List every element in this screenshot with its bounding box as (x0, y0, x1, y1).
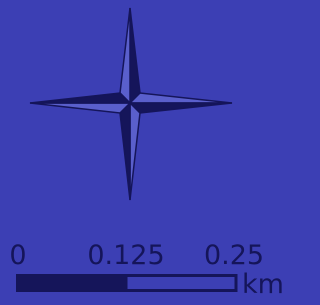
map-element: 0 0.125 0.25 km (0, 0, 289, 305)
page: 0 0.125 0.25 km (() => { const data = JS… (0, 0, 320, 305)
scale-segment-filled (16, 274, 126, 292)
scale-label: 0 (9, 240, 26, 271)
scale-label: 0.25 (204, 240, 264, 271)
scale-label: 0.125 (87, 240, 164, 271)
scale-unit: km (242, 269, 284, 300)
